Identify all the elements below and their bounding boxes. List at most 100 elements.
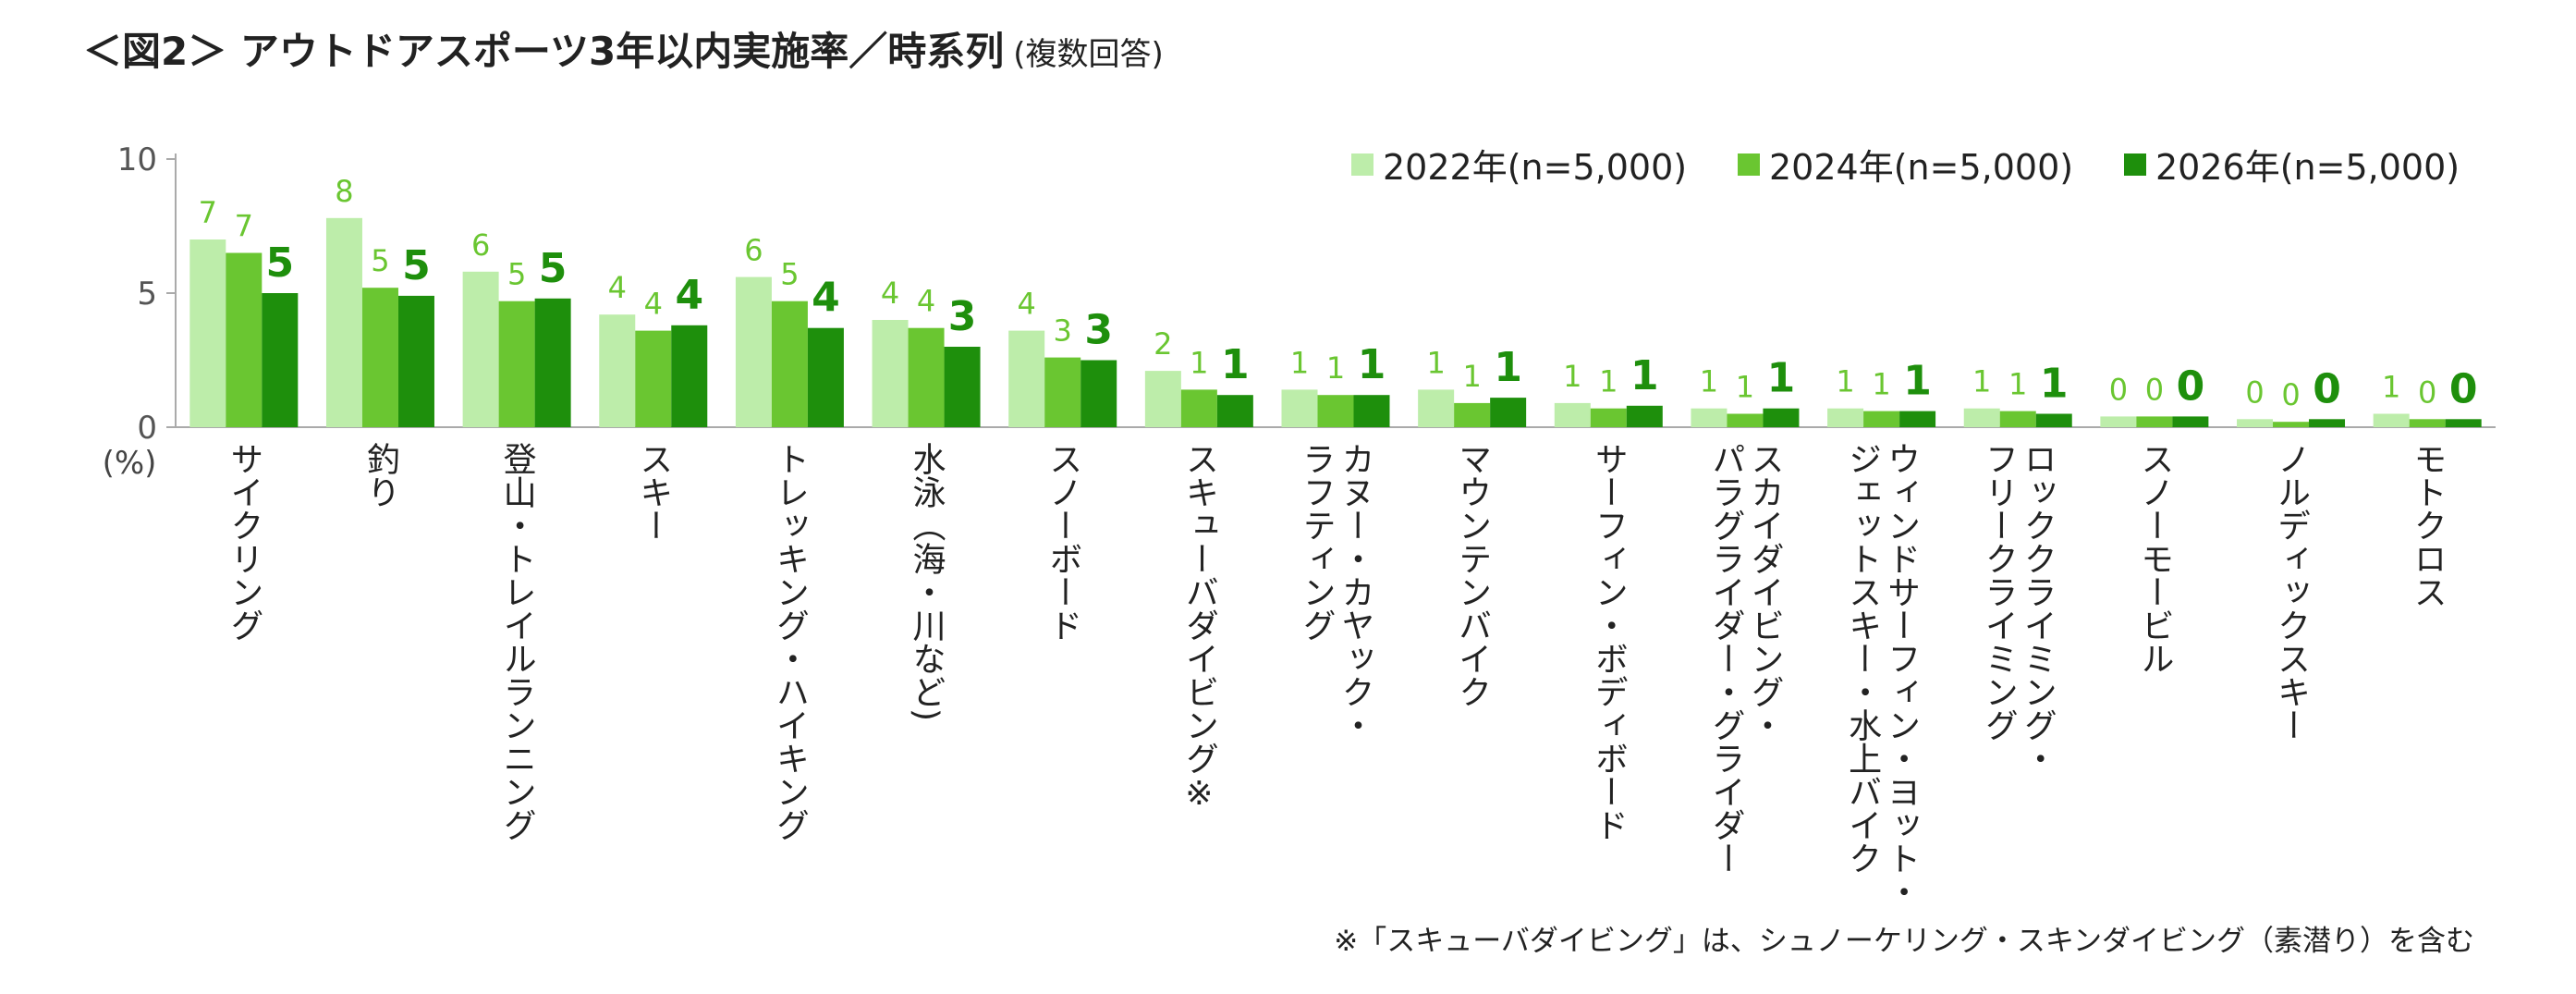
data-label: 0 — [2177, 362, 2205, 410]
bar-2024 — [771, 301, 808, 427]
data-label: 1 — [2008, 367, 2027, 402]
data-label: 0 — [2109, 372, 2128, 407]
bar-2022 — [1827, 408, 1864, 427]
bar-2022 — [189, 239, 226, 427]
bar-2022 — [1008, 330, 1045, 427]
data-label: 1 — [1972, 364, 1991, 399]
data-label: 7 — [235, 209, 253, 244]
bar-2026 — [1353, 395, 1390, 427]
bar-2022 — [2237, 419, 2274, 427]
data-label: 4 — [1018, 287, 1036, 322]
data-label: 3 — [948, 293, 977, 340]
bar-2024 — [361, 288, 398, 427]
data-label: 4 — [608, 270, 627, 305]
data-label: 0 — [2418, 374, 2436, 410]
chart-title: ＜図2＞ アウトドアスポーツ3年以内実施率／時系列 (複数回答) — [83, 20, 1164, 77]
footnote: ※「スキューバダイビング」は、シュノーケリング・スキンダイビング（素潜り）を含む — [1334, 925, 2474, 958]
legend-swatch — [1738, 153, 1760, 176]
bar-2024 — [1590, 408, 1627, 427]
data-label: 5 — [780, 257, 799, 292]
data-label: 0 — [2245, 374, 2264, 410]
y-tick-label: 5 — [137, 276, 157, 313]
y-tick-label: 0 — [137, 410, 157, 447]
category-label: マウンテンバイク — [1453, 442, 1491, 708]
bar-2022 — [1691, 408, 1728, 427]
bar-2024 — [635, 330, 672, 427]
category-label: カヌー・カヤック・ — [1337, 442, 1374, 742]
data-label: 7 — [199, 195, 217, 230]
category-label: ノルディックスキー — [2272, 442, 2310, 742]
category-label: 釣り — [361, 442, 399, 509]
bar-2024 — [1727, 413, 1764, 427]
category-label: 登山・トレイルランニング — [498, 442, 537, 841]
bar-2024 — [1044, 357, 1081, 427]
data-label: 0 — [2145, 372, 2164, 407]
bar-2026 — [1763, 408, 1800, 427]
bar-2024 — [908, 327, 945, 427]
data-label: 3 — [1054, 313, 1072, 349]
legend-item: 2026年(n=5,000) — [2124, 139, 2460, 190]
bar-2026 — [534, 298, 571, 427]
bar-2026 — [1216, 395, 1253, 427]
bar-2024 — [1180, 389, 1217, 427]
bar-2026 — [262, 293, 299, 427]
data-label: 4 — [812, 275, 840, 322]
data-label: 1 — [1630, 352, 1659, 399]
bar-2024 — [498, 301, 535, 427]
bar-2026 — [2035, 413, 2072, 427]
category-label: 水泳（海・川など) — [908, 442, 946, 721]
bar-2026 — [397, 295, 434, 427]
category-label: スキー — [634, 442, 672, 542]
bar-2024 — [1454, 402, 1491, 427]
y-unit-label: (%) — [103, 445, 157, 482]
category-label: ロッククライミング・ — [2019, 442, 2057, 775]
category-label: スノーモービル — [2135, 442, 2173, 675]
bar-2024 — [1863, 411, 1900, 427]
category-label: スノーボード — [1044, 442, 1081, 642]
data-label: 1 — [1326, 350, 1345, 386]
bar-2026 — [2445, 419, 2482, 427]
category-label: サイクリング — [225, 442, 262, 642]
bar-2022 — [325, 217, 362, 427]
bar-2024 — [2409, 419, 2446, 427]
bar-2026 — [1490, 398, 1527, 427]
bar-2026 — [2172, 416, 2209, 427]
bar-2024 — [1999, 411, 2036, 427]
data-label: 1 — [1700, 364, 1718, 399]
bar-2024 — [2273, 422, 2310, 427]
data-label: 1 — [1462, 359, 1481, 394]
legend-swatch — [1351, 153, 1373, 176]
data-label: 5 — [539, 245, 568, 292]
data-label: 1 — [1426, 345, 1445, 380]
data-label: 1 — [1903, 358, 1932, 405]
bar-2022 — [599, 314, 636, 427]
bar-2026 — [1899, 411, 1936, 427]
bar-2026 — [1080, 360, 1117, 427]
data-label: 1 — [1494, 344, 1522, 391]
data-label: 6 — [471, 227, 490, 263]
data-label: 5 — [266, 239, 295, 287]
data-label: 1 — [1767, 355, 1796, 402]
bar-2026 — [2309, 419, 2346, 427]
bar-2026 — [671, 325, 708, 427]
bar-2024 — [1317, 395, 1354, 427]
legend-label: 2022年(n=5,000) — [1383, 147, 1688, 188]
data-label: 1 — [2382, 370, 2400, 405]
bar-2026 — [1626, 405, 1663, 427]
data-label: 1 — [1836, 364, 1854, 399]
data-label: 0 — [2313, 365, 2341, 412]
data-label: 3 — [1084, 307, 1113, 354]
bar-2022 — [2100, 416, 2137, 427]
chart-title-main: ＜図2＞ アウトドアスポーツ3年以内実施率／時系列 — [83, 29, 1005, 74]
bar-2024 — [2136, 416, 2173, 427]
data-label: 5 — [402, 242, 431, 289]
data-label: 1 — [1221, 341, 1250, 388]
legend-item: 2024年(n=5,000) — [1738, 139, 2073, 190]
data-label: 1 — [1563, 359, 1581, 394]
category-label: ラフティング — [1298, 442, 1336, 642]
legend-item: 2022年(n=5,000) — [1351, 139, 1687, 190]
bar-2022 — [1144, 371, 1181, 427]
bar-2022 — [735, 276, 772, 427]
bar-2022 — [462, 271, 499, 427]
